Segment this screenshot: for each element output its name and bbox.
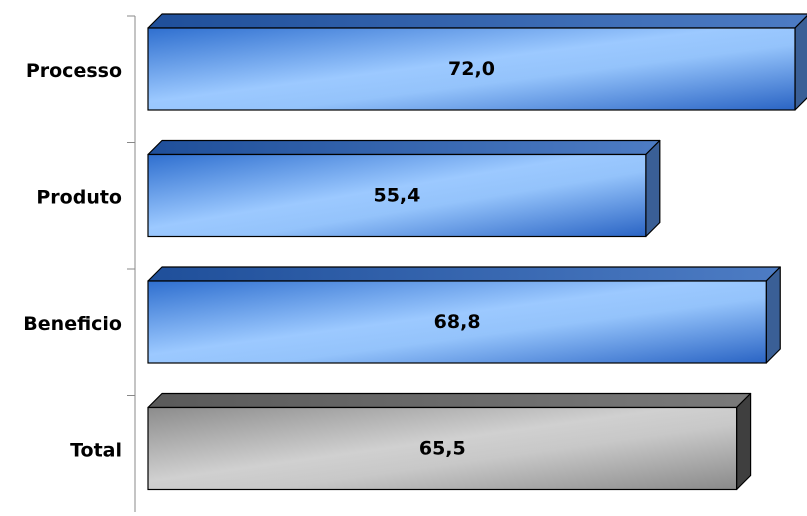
value-label: 55,4: [373, 185, 420, 207]
bar-top-face: [147, 266, 781, 282]
bar-side-face: [735, 392, 752, 491]
bars-group: [147, 13, 807, 491]
bar-processo: [147, 13, 807, 111]
bar-side-face: [645, 139, 661, 238]
category-label: Produto: [36, 187, 122, 209]
axis-ticks: [127, 15, 135, 396]
bar-total: [147, 392, 752, 491]
category-label: Processo: [26, 60, 122, 82]
bar-front-face: [147, 406, 738, 491]
bar-front-face: [147, 153, 647, 238]
bar-top-face: [147, 392, 752, 409]
bar-side-face: [794, 15, 807, 111]
value-label: 68,8: [434, 311, 481, 333]
bar-produto: [147, 139, 661, 238]
value-label: 72,0: [448, 58, 495, 80]
bar-front-face: [147, 280, 767, 364]
category-label: Beneficio: [23, 313, 122, 335]
value-label: 65,5: [419, 438, 466, 460]
bar-top-face: [147, 139, 661, 156]
bar-beneficio: [147, 266, 781, 364]
bar-side-face: [765, 266, 781, 364]
labels-group: 72,0 Processo 55,4 Produto 68,8 Beneficio 65,5…: [23, 58, 495, 462]
bar-top-face: [147, 13, 807, 29]
category-label: Total: [70, 440, 122, 462]
bar-front-face: [147, 27, 796, 111]
